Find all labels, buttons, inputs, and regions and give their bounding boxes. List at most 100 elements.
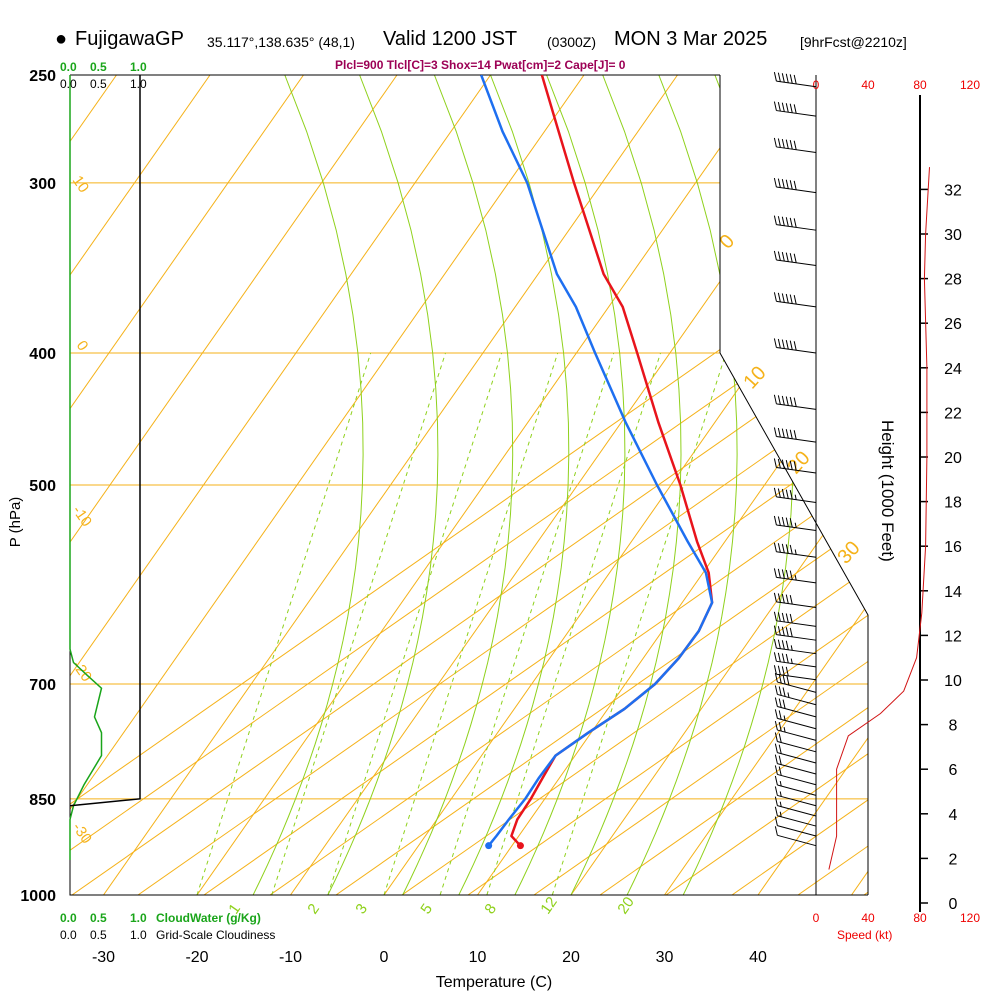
x-tick-label: 30 [656,949,674,966]
wind-barb [773,625,817,641]
y-tick-label: 250 [29,68,56,85]
wind-barb-shaft [777,815,817,827]
wind-barb-flag [777,639,781,649]
dry-adiabat-line [401,75,868,895]
mixing-ratio-line [327,352,503,895]
wind-speed-tick-bottom: 120 [960,911,980,925]
dry-adiabat-line [930,75,1000,895]
wind-barb-flag [781,516,785,527]
cloudwater-tick-bottom: 0.5 [90,911,107,925]
y-tick-label: 500 [29,478,56,495]
station-coords: 35.117°,138.635° (48,1) [207,34,355,50]
wind-barb-shaft [776,601,817,608]
wind-barb-flag [778,755,782,765]
wind-barb-flag [789,217,793,227]
wind-speed-tick-top: 120 [960,78,980,92]
wind-barb-half-flag [790,658,793,664]
height-tick-label: 8 [949,718,958,735]
cloudiness-axis-label: Grid-Scale Cloudiness [156,928,275,942]
wind-barb-shaft [777,794,817,807]
height-tick-label: 4 [949,807,958,824]
wind-barb [773,177,817,194]
wind-barb-shaft [777,773,817,786]
forecast-run: [9hrFcst@2210z] [800,34,907,50]
wind-barb [774,697,817,718]
wind-barb-flag [773,338,777,348]
isotherm-line [70,75,304,895]
x-axis-label: Temperature (C) [436,974,552,991]
wind-barb-flag [785,293,789,304]
x-tick-label: 10 [469,949,487,966]
cloudwater-line [69,649,103,820]
cloudwater-tick-bottom: 0.0 [60,911,77,925]
wind-barb-flag [774,786,778,796]
wind-barb [774,765,817,786]
wind-barb-flag [785,396,789,406]
wind-barb-flag [781,138,785,149]
y-axis-label: P (hPa) [7,497,24,548]
wind-barb-flag [789,180,793,190]
wind-barb-shaft [777,693,817,706]
height-tick-label: 16 [944,539,962,556]
wind-barb-flag [777,102,781,112]
wind-barb-flag [785,252,789,262]
y-tick-label: 400 [29,346,56,363]
wind-barb [774,672,817,693]
isotherm-line [664,75,868,895]
wind-barb-flag [789,570,793,580]
height-tick-label: 2 [949,851,958,868]
wind-barb-shaft [777,752,817,764]
wind-barb-half-flag [794,549,797,555]
wind-barb-flag [773,652,777,662]
wind-barb-flag [773,592,777,602]
wind-barb-flag [785,627,789,637]
wind-barb-flag [785,517,789,527]
forecast-date: MON 3 Mar 2025 [614,28,768,50]
wind-barb-flag [778,710,782,720]
cloudwater-tick-top: 0.0 [60,60,77,74]
wind-barb-flag [781,612,785,623]
wind-barb [774,754,817,775]
wind-barb-flag [781,543,785,553]
cloudwater-tick-top: 0.5 [90,60,107,74]
mixing-ratio-label: 2 [304,901,323,918]
wind-barb-flag [773,458,777,468]
height-tick-label: 10 [944,673,962,690]
wind-barb-flag [773,177,777,188]
height-tick-label: 12 [944,628,962,645]
wind-barb-flag [786,676,790,686]
dewpoint-line [480,75,714,847]
cloudiness-tick-bottom: 1.0 [130,928,147,942]
dry-adiabat-line [665,75,868,895]
wind-barb-flag [789,627,793,637]
wind-barb [773,487,817,503]
wind-barb-flag [793,74,797,85]
wind-barb-flag [785,340,789,350]
isotherm-line [757,75,868,895]
wind-barb-shaft [777,825,817,837]
wind-speed-tick-top: 80 [913,78,927,92]
wind-barb-flag [793,218,797,228]
wind-barb-flag [789,74,793,84]
wind-barb-flag [793,253,797,263]
wind-barb-flag [785,73,789,83]
dry-adiabat-line [203,75,868,895]
dry-adiabat-line [797,75,868,895]
wind-barb-shaft [777,717,817,730]
wind-barb [774,826,817,847]
height-tick-label: 20 [944,450,962,467]
wind-barb-flag [781,569,785,579]
wind-barb-flag [777,216,781,226]
cloudwater-axis-label: CloudWater (g/Kg) [156,911,261,925]
wind-barb [774,720,817,741]
cloudiness-tick-bottom: 0.0 [60,928,77,942]
wind-barb-flag [777,178,781,188]
stability-params: Plcl=900 Tlcl[C]=3 Shox=14 Pwat[cm]=2 Ca… [335,58,626,72]
dry-adiabat-line [70,75,868,895]
wind-barb [773,137,817,153]
wind-barb-flag [774,806,778,816]
wind-barb-flag [782,687,786,697]
temperature-line-start-point [516,842,524,850]
wind-barb [773,515,817,532]
